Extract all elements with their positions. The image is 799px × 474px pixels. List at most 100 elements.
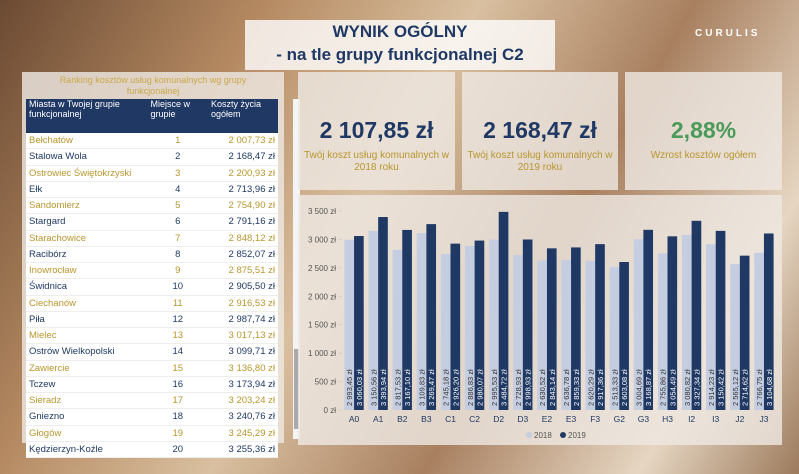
value-label: 3 080,82 zł — [683, 369, 692, 406]
bar — [667, 236, 678, 410]
value-label: 3 150,56 zł — [369, 369, 378, 406]
bar — [609, 267, 620, 410]
table-cell: 15 — [147, 360, 208, 377]
value-label: 3 484,72 zł — [500, 369, 509, 406]
bar — [691, 220, 702, 410]
x-tick-label: D3 — [517, 414, 528, 424]
value-label: 2 917,36 zł — [596, 369, 605, 406]
x-tick-label: C2 — [469, 414, 480, 424]
table-cell: Racibórz — [26, 246, 148, 264]
table-cell: Świdnica — [26, 278, 148, 296]
x-tick-label: B3 — [421, 414, 432, 424]
legend-label: 2018 — [534, 431, 552, 440]
table-row: Zawiercie 15 3 136,80 zł — [26, 360, 278, 377]
value-label: 2 926,20 zł — [451, 369, 460, 406]
value-label: 3 327,34 zł — [692, 369, 701, 406]
value-label: 2 620,29 zł — [586, 369, 595, 406]
value-label: 2 513,33 zł — [610, 369, 619, 406]
table-cell: 11 — [147, 295, 208, 312]
table-cell: 1 — [147, 133, 208, 150]
chart-panel: 0 zł 500 zł 1 000 zł 1 500 zł 2 000 zł 2 500 … — [298, 195, 782, 445]
value-label: 3 168,87 zł — [644, 369, 653, 406]
value-label: 2 755,86 zł — [659, 369, 668, 406]
scroll-thumb[interactable] — [294, 349, 299, 429]
y-tick-label: 1 500 zł — [308, 321, 336, 330]
bar — [595, 244, 605, 410]
table-row: Stargard 6 2 791,16 zł — [26, 213, 278, 231]
table-row: Bełchatów 1 2 007,73 zł — [26, 133, 278, 150]
x-tick-label: H3 — [662, 414, 673, 424]
table-cell: 10 — [147, 278, 208, 296]
table-row: Kędzierzyn-Koźle 20 3 255,36 zł — [26, 441, 278, 459]
value-label: 2 980,07 zł — [475, 369, 484, 406]
table-cell: 20 — [147, 441, 208, 459]
kpi-value: 2 168,47 zł — [483, 117, 597, 143]
bar — [489, 239, 499, 410]
x-tick-label: A0 — [349, 414, 360, 424]
table-row: Stalowa Wola 2 2 168,47 zł — [26, 148, 278, 166]
table-cell: Sieradz — [26, 392, 148, 410]
table-cell: Bełchatów — [26, 133, 148, 150]
table-cell: 18 — [147, 408, 208, 426]
legend-swatch — [560, 432, 566, 438]
table-cell: 3 255,36 zł — [208, 441, 278, 459]
ranking-panel: Ranking kosztów usług komunalnych wg gru… — [22, 72, 300, 459]
kpi-card: 2,88% Wzrost kosztów ogółem — [625, 72, 782, 190]
x-tick-label: D2 — [493, 414, 504, 424]
bar — [522, 239, 533, 410]
table-row: Tczew 16 3 173,94 zł — [26, 376, 278, 394]
value-label: 2 817,53 zł — [393, 369, 402, 406]
table-cell: 3 — [147, 165, 208, 182]
bar — [354, 236, 364, 410]
table-cell: Tczew — [26, 376, 148, 394]
table-cell: Ostrów Wielkopolski — [26, 343, 148, 361]
x-tick-label: G3 — [638, 414, 650, 424]
table-cell: 2 200,93 zł — [208, 165, 278, 182]
scrollbar[interactable] — [293, 99, 300, 439]
table-row: Starachowice 7 2 848,12 zł — [26, 230, 278, 247]
value-label: 2 565,12 zł — [731, 369, 740, 406]
y-tick-label: 2 000 zł — [308, 292, 336, 301]
value-label: 3 393,94 zł — [379, 369, 388, 406]
bar — [392, 249, 403, 410]
ranking-table: Miasta w Twojej grupie funkcjonalnej Miej… — [26, 99, 278, 459]
bar — [681, 234, 692, 410]
bar — [378, 217, 388, 410]
table-cell: Mielec — [26, 327, 148, 345]
kpi-value: 2 107,85 zł — [319, 117, 434, 143]
legend-swatch — [526, 432, 532, 438]
value-label: 3 004,69 zł — [635, 369, 644, 406]
x-tick-label: I2 — [688, 414, 695, 424]
value-label: 3 269,47 zł — [427, 369, 436, 406]
table-cell: 2 875,51 zł — [208, 262, 278, 280]
bar — [763, 233, 774, 410]
value-label: 2 859,33 zł — [572, 369, 581, 406]
y-tick-label: 2 500 zł — [308, 264, 336, 273]
bar — [706, 244, 716, 410]
kpi-value: 2,88% — [670, 117, 737, 143]
bar — [402, 229, 412, 410]
bar — [739, 255, 750, 410]
table-row: Ostrowiec Świętokrzyski 3 2 200,93 zł — [26, 165, 278, 182]
value-label: 3 060,03 zł — [355, 369, 364, 406]
table-row: Ostrów Wielkopolski 14 3 099,71 zł — [26, 343, 278, 361]
bar — [474, 240, 485, 410]
x-tick-label: E2 — [542, 414, 553, 424]
x-tick-label: J2 — [735, 414, 744, 424]
table-cell: Stalowa Wola — [26, 148, 148, 166]
table-row: Inowrocław 9 2 875,51 zł — [26, 262, 278, 280]
value-label: 2 714,62 zł — [741, 369, 750, 406]
bar — [450, 243, 461, 410]
kpi-label: Twój koszt usług komunalnych w 2018 roku — [303, 150, 450, 173]
table-cell: 2 713,96 zł — [208, 181, 278, 199]
table-cell: Sandomierz — [26, 197, 148, 215]
value-label: 2 745,18 zł — [442, 369, 451, 406]
bar — [344, 239, 355, 410]
table-cell: 9 — [147, 262, 208, 280]
table-cell: 2 — [147, 148, 208, 166]
table-cell: 3 240,76 zł — [208, 408, 278, 426]
kpi-label: Twój koszt usług komunalnych w 2019 roku — [467, 150, 613, 173]
table-cell: 3 017,13 zł — [208, 327, 278, 345]
column-header: Koszty życia ogółem — [208, 99, 278, 133]
table-cell: 2 791,16 zł — [208, 213, 278, 231]
